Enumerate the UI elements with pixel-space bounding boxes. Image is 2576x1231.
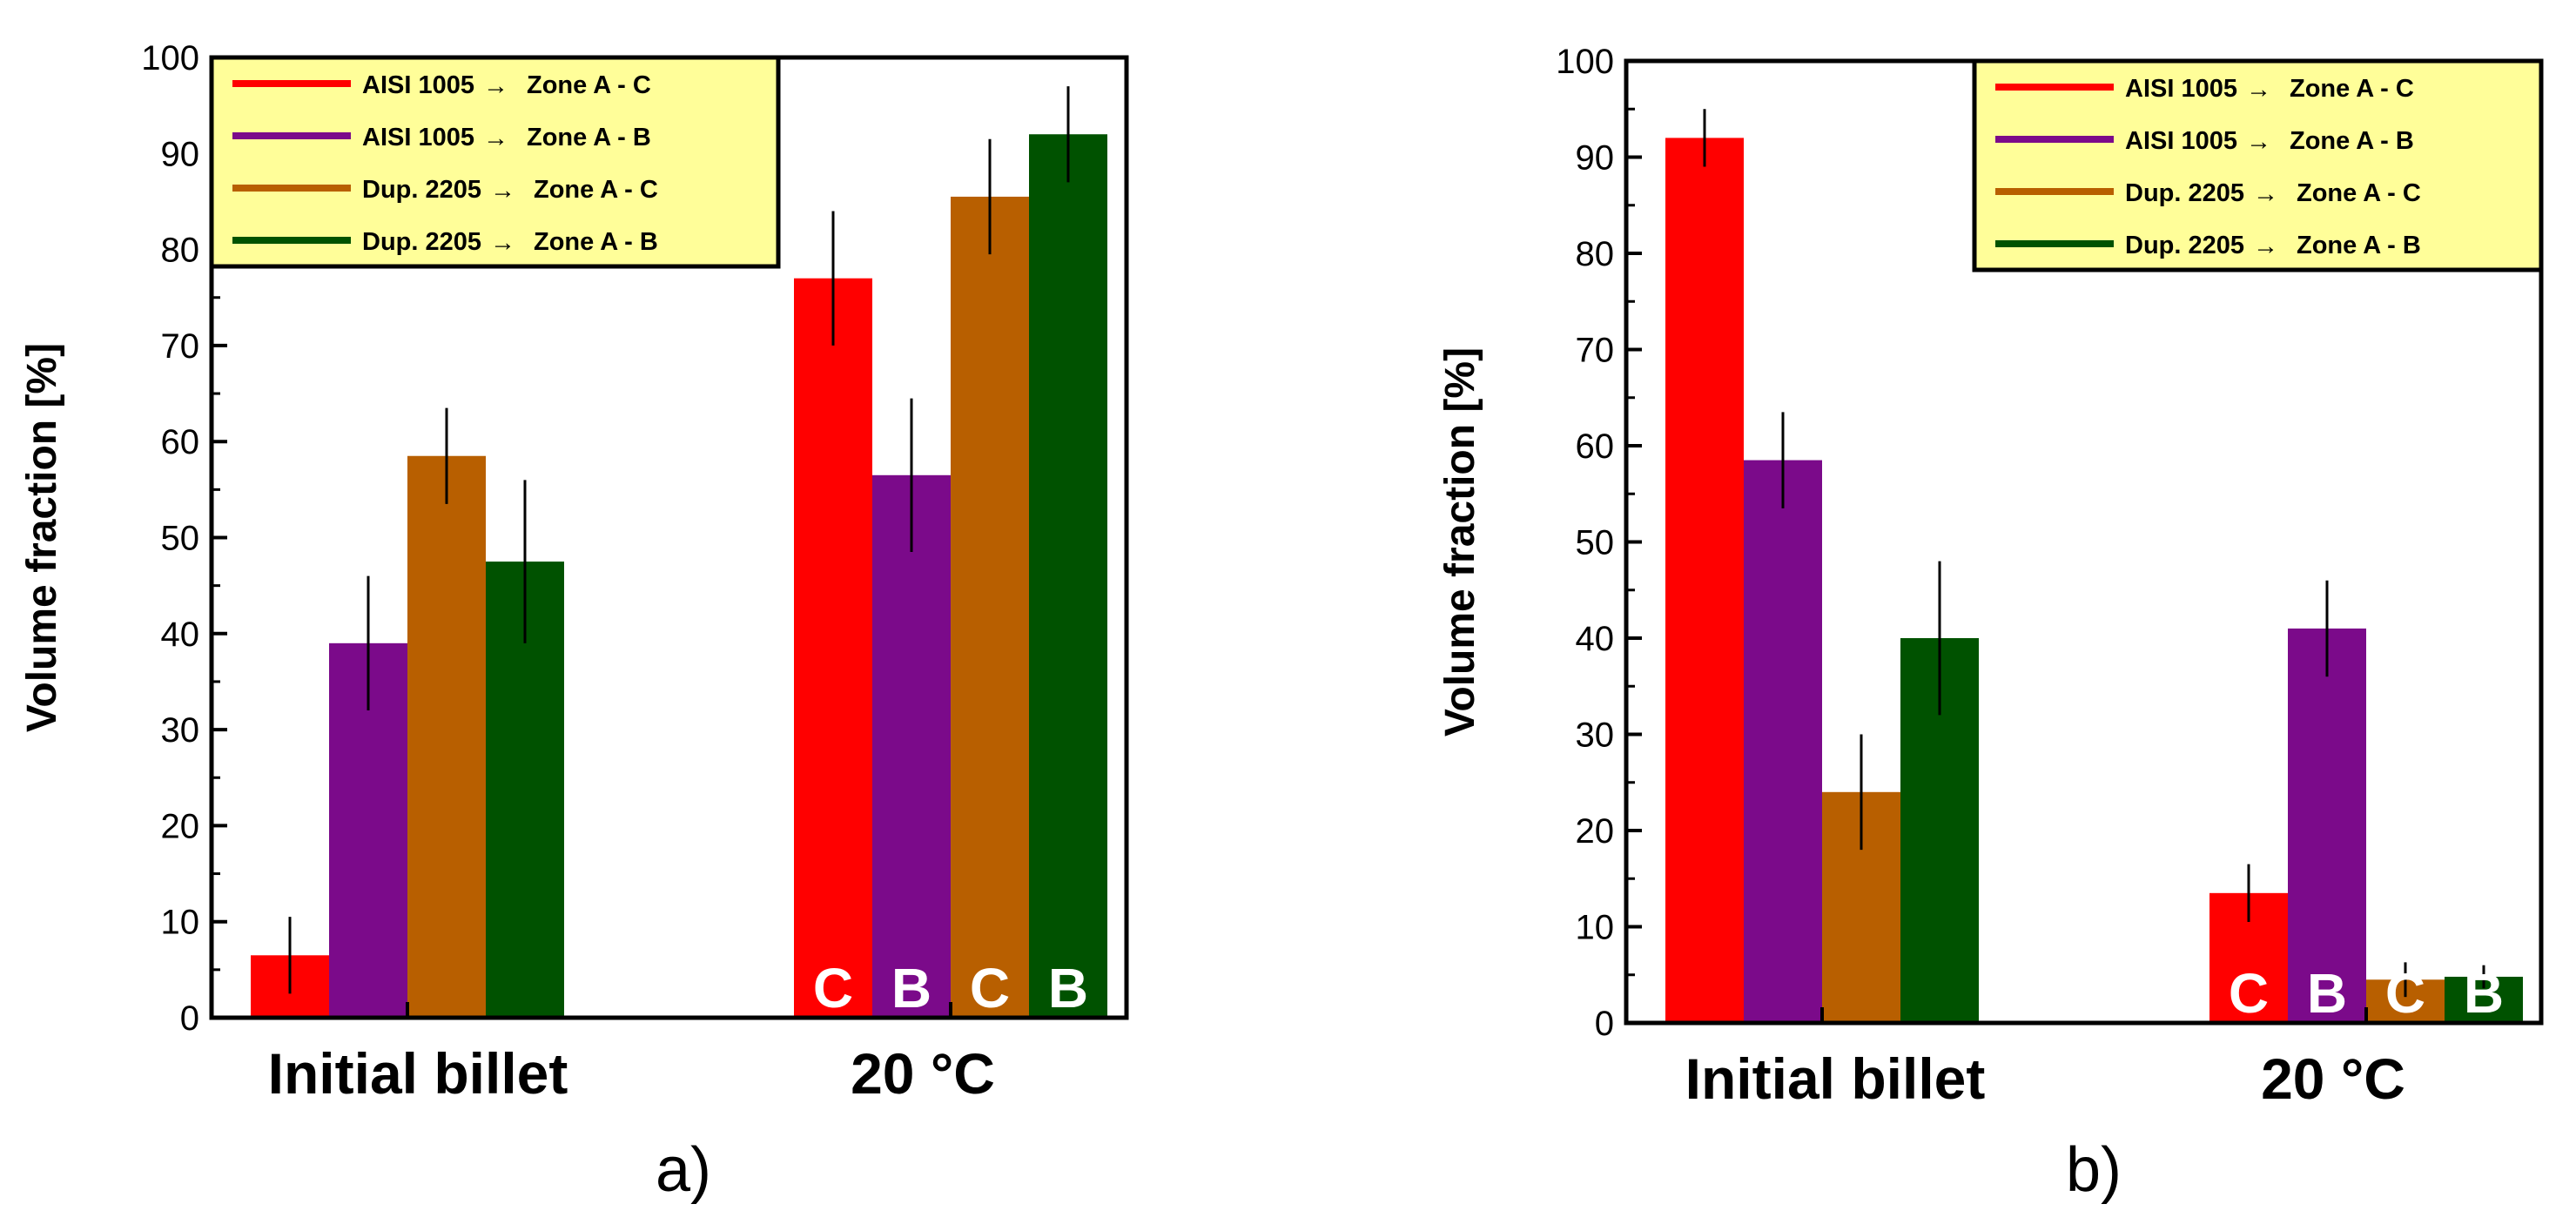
bar [872, 474, 951, 1018]
bar [1744, 460, 1822, 1023]
y-tick-label: 70 [161, 327, 200, 366]
y-axis-title: Volume fraction [%] [1437, 347, 1483, 737]
bar-zone-letter: B [2307, 962, 2347, 1025]
legend-zone-label: Zone A - C [2297, 179, 2421, 207]
y-tick-label: 90 [161, 135, 200, 173]
bar-zone-letter: C [2229, 962, 2269, 1025]
bar-zone-letter: B [891, 957, 932, 1019]
bar [2288, 628, 2366, 1023]
legend-series-name: AISI 1005 [362, 124, 474, 151]
y-tick-label: 50 [1576, 524, 1615, 562]
legend-zone-label: Zone A - C [534, 176, 658, 204]
legend-series-name: Dup. 2205 [362, 228, 481, 256]
bar-zone-letter: C [2385, 962, 2425, 1025]
legend-arrow-icon: → [490, 229, 515, 257]
legend-series-name: AISI 1005 [2125, 75, 2237, 103]
y-tick-label: 0 [180, 999, 199, 1038]
x-category-label: Initial billet [1685, 1046, 1986, 1111]
y-tick-label: 20 [1576, 812, 1615, 851]
x-category-label: 20 °C [2261, 1046, 2405, 1111]
y-tick-label: 90 [1576, 139, 1615, 178]
legend-arrow-icon: → [2246, 128, 2271, 156]
legend-box [209, 55, 781, 269]
y-tick-label: 100 [141, 39, 199, 77]
legend-series-name: AISI 1005 [2125, 127, 2237, 155]
legend-series-name: Dup. 2205 [2125, 232, 2244, 259]
y-tick-label: 0 [1595, 1005, 1614, 1043]
bar-zone-letter: B [2464, 962, 2504, 1025]
y-tick-label: 20 [161, 807, 200, 845]
legend-arrow-icon: → [483, 72, 508, 100]
legend-series-name: Dup. 2205 [362, 176, 481, 204]
legend-arrow-icon: → [2253, 180, 2278, 208]
legend-arrow-icon: → [483, 124, 508, 152]
legend-series-name: AISI 1005 [362, 71, 474, 99]
bar [951, 196, 1029, 1018]
x-category-label: 20 °C [851, 1041, 995, 1106]
x-category-label: Initial billet [268, 1041, 568, 1106]
legend-zone-label: Zone A - C [527, 71, 651, 99]
y-tick-label: 50 [161, 520, 200, 558]
y-tick-label: 30 [161, 711, 200, 750]
y-tick-label: 30 [1576, 716, 1615, 755]
legend-zone-label: Zone A - B [534, 228, 658, 256]
y-tick-label: 10 [161, 904, 200, 942]
bar-zone-letter: C [970, 957, 1010, 1019]
legend-zone-label: Zone A - B [527, 124, 651, 151]
y-tick-label: 80 [161, 232, 200, 270]
legend-arrow-icon: → [490, 177, 515, 205]
legend-box [1972, 58, 2544, 272]
y-tick-label: 80 [1576, 235, 1615, 273]
legend-series-name: Dup. 2205 [2125, 179, 2244, 207]
legend-zone-label: Zone A - C [2290, 75, 2414, 103]
y-tick-label: 70 [1576, 332, 1615, 370]
bar [794, 278, 872, 1018]
legend-arrow-icon: → [2246, 76, 2271, 104]
y-tick-label: 100 [1556, 43, 1614, 81]
y-tick-label: 10 [1576, 909, 1615, 947]
bar-zone-letter: C [813, 957, 853, 1019]
bar-zone-letter: B [1048, 957, 1088, 1019]
bar [1029, 134, 1107, 1019]
legend-zone-label: Zone A - B [2290, 127, 2414, 155]
y-tick-label: 60 [1576, 427, 1615, 466]
y-tick-label: 40 [1576, 620, 1615, 658]
y-tick-label: 40 [161, 616, 200, 654]
legend-arrow-icon: → [2253, 232, 2278, 260]
bar [1665, 138, 1744, 1023]
legend-zone-label: Zone A - B [2297, 232, 2421, 259]
bar [407, 455, 486, 1018]
y-axis-title: Volume fraction [%] [19, 343, 65, 732]
panel-label: a) [656, 1135, 711, 1205]
y-tick-label: 60 [161, 423, 200, 461]
panel-label: b) [2066, 1135, 2122, 1205]
